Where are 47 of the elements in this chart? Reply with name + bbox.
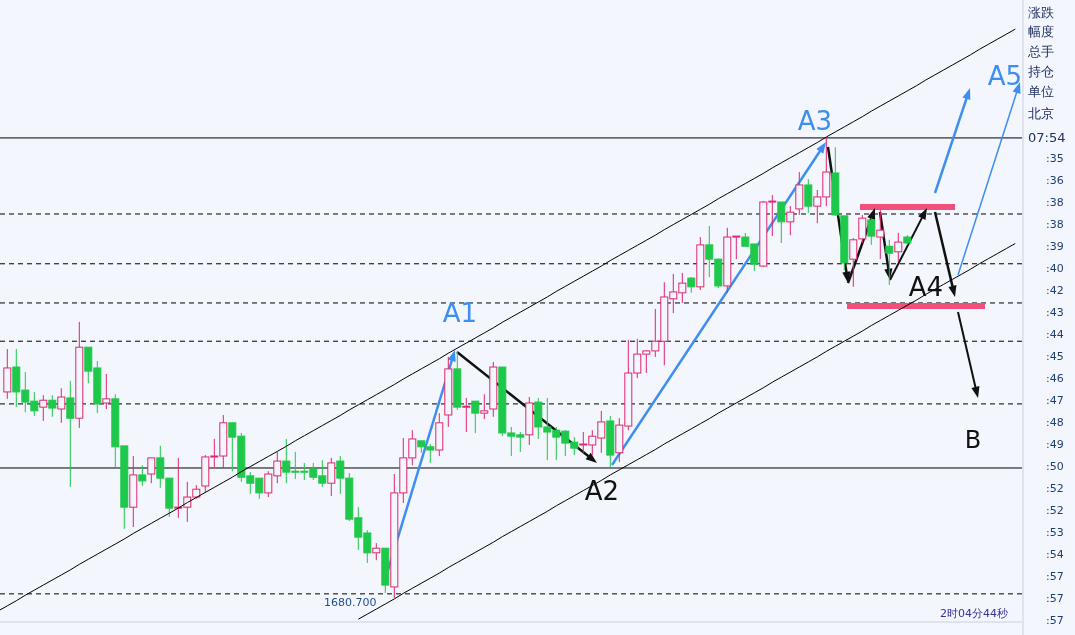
candlestick [66,380,75,488]
text: :54 [1046,548,1064,561]
text: :53 [1046,526,1064,539]
text: :57 [1046,570,1064,583]
text: :43 [1046,306,1064,319]
text: 2时04分44秒 [940,607,1008,620]
text: 幅度 [1028,24,1054,39]
text: :38 [1046,196,1064,209]
candlestick [462,397,471,433]
text: 07:54 [1028,130,1066,145]
text: :57 [1046,614,1064,627]
text: :46 [1046,372,1064,385]
text: :52 [1046,504,1064,517]
candlestick [39,394,48,422]
candlestick [372,542,381,561]
candlestick [444,356,453,428]
text: :57 [1046,592,1064,605]
candlestick [777,201,786,244]
annotation: A4 [908,272,944,302]
annotation: A2 [584,476,620,506]
text: :50 [1046,460,1064,473]
text: 总手 [1027,44,1054,59]
candlestick [876,209,885,260]
annotation: B [964,426,982,454]
text: A5 [987,61,1023,91]
candlestick [471,400,480,434]
text: 持仓 [1028,64,1054,79]
text: A3 [797,106,833,136]
text: :40 [1046,262,1064,275]
text: :35 [1046,152,1064,165]
text: :44 [1046,328,1064,341]
text: :36 [1046,174,1064,187]
annotation: 1680.700 [324,596,377,609]
text: :39 [1046,240,1064,253]
text: :38 [1046,218,1064,231]
text: :47 [1046,394,1064,407]
text: 北京 [1028,106,1054,121]
text: 涨跌 [1028,5,1054,20]
text: :52 [1046,482,1064,495]
annotation: A1 [442,298,478,328]
text: :42 [1046,284,1064,297]
text: :48 [1046,416,1064,429]
candlestick [129,455,138,528]
candlestick [75,321,84,429]
text: 单位 [1028,84,1054,99]
text: :49 [1046,438,1064,451]
text: :45 [1046,350,1064,363]
